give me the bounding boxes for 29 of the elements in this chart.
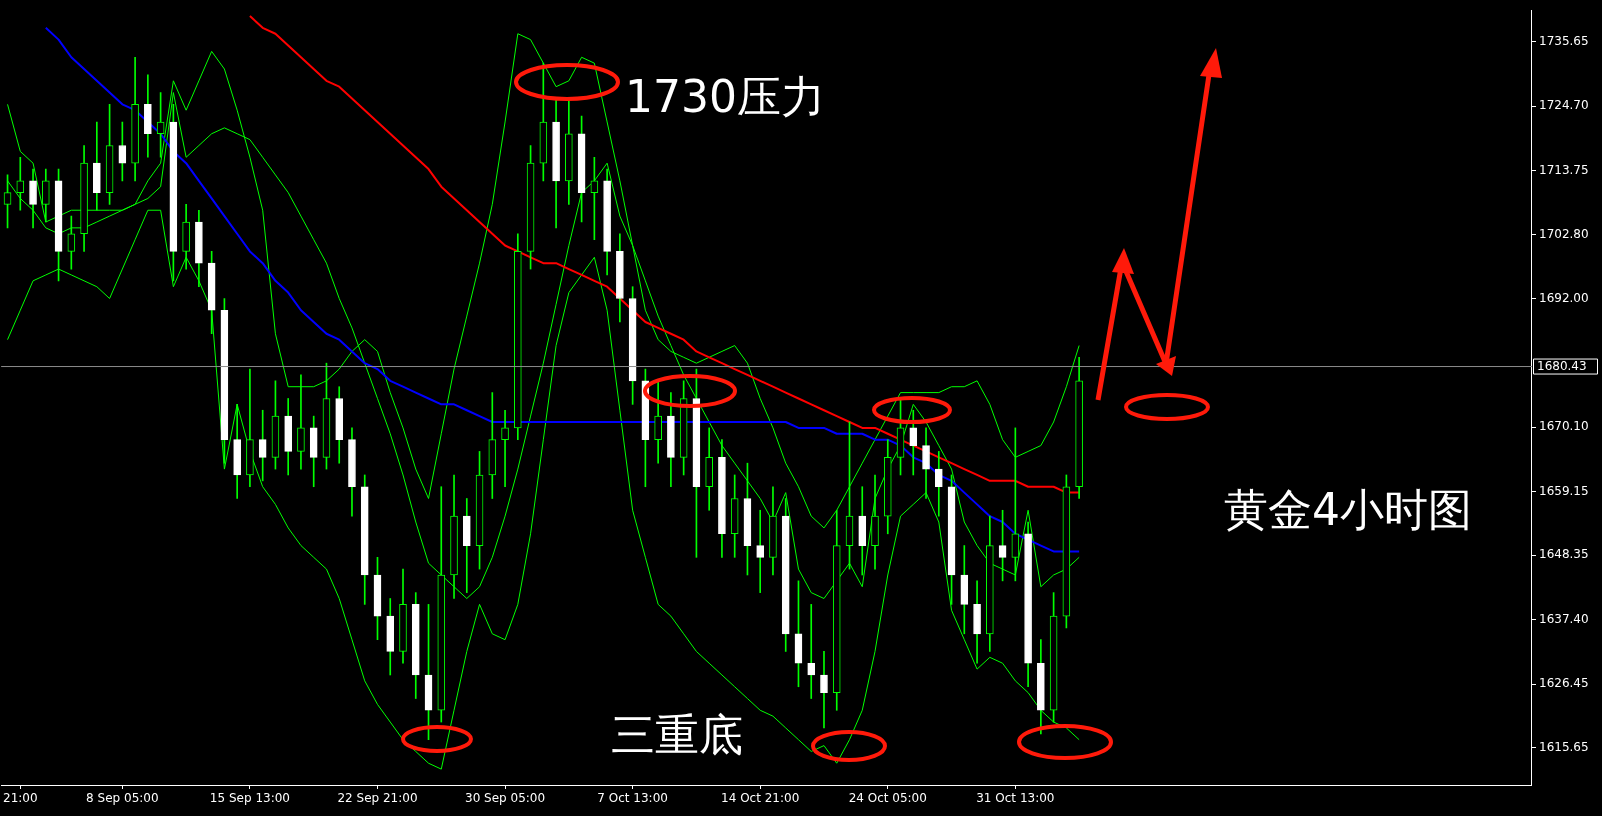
x-tick-label: 14 Oct 21:00 bbox=[721, 791, 800, 806]
x-tick-label: 31 Oct 13:00 bbox=[976, 791, 1055, 806]
y-tick-label: 1637.40 bbox=[1539, 611, 1589, 626]
x-tick-label: 15 Sep 13:00 bbox=[209, 791, 290, 806]
x-tick-label: 30 Sep 05:00 bbox=[465, 791, 546, 806]
annotation: 三重底 bbox=[611, 709, 743, 760]
y-tick-label: 1670.10 bbox=[1539, 419, 1589, 434]
y-tick-label: 1724.70 bbox=[1539, 98, 1589, 113]
candlestick bbox=[501, 409, 509, 488]
x-tick-label: 22 Sep 21:00 bbox=[337, 791, 418, 806]
y-tick-label: 1648.35 bbox=[1539, 547, 1589, 562]
candlestick bbox=[820, 651, 828, 729]
y-tick-label: 1692.00 bbox=[1539, 290, 1589, 305]
y-tick-label: 1659.15 bbox=[1539, 483, 1589, 498]
candlestick bbox=[756, 509, 765, 593]
ref-line-label: 1680.43 bbox=[1537, 358, 1587, 373]
annotation: 黄金4小时图 bbox=[1224, 484, 1472, 535]
x-tick-label: 7 Oct 13:00 bbox=[597, 791, 668, 806]
annotation: 1730压力 bbox=[625, 71, 825, 122]
candlestick bbox=[16, 156, 25, 211]
y-tick-label: 1615.65 bbox=[1539, 739, 1589, 754]
y-tick-label: 1626.45 bbox=[1539, 676, 1589, 691]
x-tick-label: 24 Oct 05:00 bbox=[848, 791, 927, 806]
y-tick-label: 1702.80 bbox=[1539, 227, 1589, 242]
y-tick-label: 1713.75 bbox=[1539, 162, 1589, 177]
x-tick-label: 8 Sep 05:00 bbox=[86, 791, 159, 806]
candlestick bbox=[807, 604, 816, 699]
x-tick-label: 21:00 bbox=[2, 791, 38, 806]
y-tick-label: 1735.65 bbox=[1539, 33, 1589, 48]
